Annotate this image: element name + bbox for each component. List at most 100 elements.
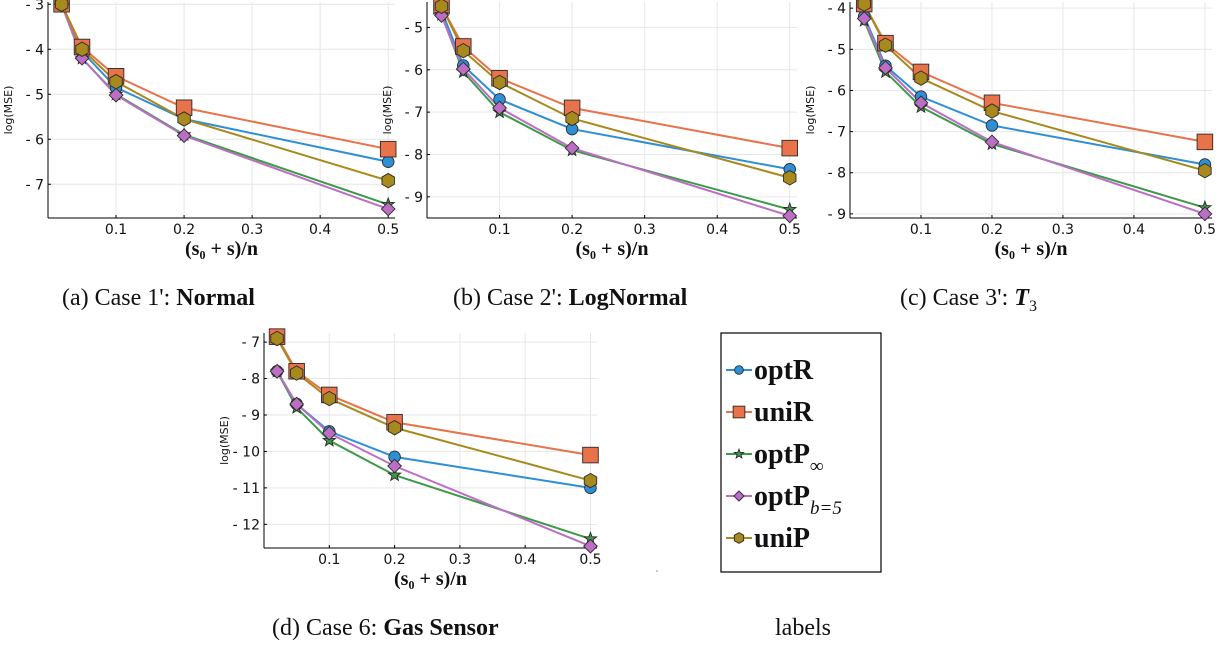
series-line-uniP [863, 3, 1206, 172]
x-tick-label: 0.4 [514, 552, 536, 568]
point-uniP [1198, 162, 1212, 179]
point-uniR [582, 446, 599, 464]
x-axis-label: (s₀ + s)/n [394, 568, 467, 590]
y-tick-label: - 7 [828, 125, 846, 141]
y-tick-label: - 6 [26, 132, 45, 148]
x-axis-label: (s₀ + s)/n [576, 238, 649, 260]
point-uniP [289, 365, 304, 381]
series-line-uniP [276, 337, 591, 482]
point-uniP [565, 110, 579, 127]
point-optR [985, 119, 999, 132]
point-optP_b5 [878, 60, 893, 76]
series-line-optP_b5 [60, 3, 389, 210]
point-uniP [857, 0, 871, 12]
point-uniP [456, 42, 470, 59]
point-optP_b5 [176, 128, 192, 144]
point-optP_b5 [269, 363, 285, 379]
legend-marker [733, 532, 745, 544]
chart-2: 0.1 0.2 0.3 0.4 0.5 - 9 - 8 - 7 - 6 - 5 log(MSE) (s… [381, 0, 801, 260]
y-tick-label: - 10 [233, 444, 260, 460]
caption-legend: labels [775, 615, 831, 641]
point-uniP [322, 390, 336, 407]
legend-marker [733, 490, 745, 502]
y-tick-label: - 5 [828, 42, 846, 58]
x-tick-label: 0.5 [779, 222, 801, 238]
chart-4: 0.1 0.2 0.3 0.4 0.5 - 12 - 11 - 10 - 9 - 8 - 7 log(… [218, 328, 602, 590]
point-optP_b5 [455, 61, 471, 77]
x-tick-label: 0.2 [561, 222, 583, 238]
y-tick-label: - 9 [405, 190, 423, 206]
point-optP_b5 [1197, 206, 1213, 222]
point-optP_b5 [492, 100, 507, 116]
point-optP_b5 [387, 458, 403, 474]
series-line-optP_b5 [863, 18, 1206, 215]
point-optP_b5 [984, 134, 1000, 150]
legend-label: uniR [754, 397, 814, 428]
series-line-optP_inf [60, 3, 389, 206]
point-optP_b5 [564, 140, 580, 156]
y-axis-label: log(MSE) [381, 86, 394, 135]
legend-item-optP_inf: optP∞ [726, 439, 824, 477]
legend: optR uniR optP∞ optPb=5 uniP [720, 332, 882, 573]
point-optP_b5 [321, 425, 337, 441]
y-tick-label: - 7 [242, 335, 260, 351]
x-tick-label: 0.2 [383, 552, 405, 568]
x-tick-label: 0.1 [488, 222, 510, 238]
point-optP_b5 [782, 208, 798, 224]
point-uniP [387, 420, 402, 436]
x-tick-label: 0.4 [309, 222, 331, 238]
y-tick-label: - 7 [405, 105, 423, 121]
legend-item-optR: optR [726, 355, 814, 386]
point-optP_b5 [289, 396, 305, 412]
point-uniP [914, 70, 928, 86]
point-optP_b5 [380, 201, 396, 217]
legend-marker [732, 405, 746, 419]
legend-frame [720, 332, 882, 573]
point-uniR [379, 140, 397, 158]
x-tick-label: 0.3 [241, 222, 263, 238]
x-tick-label: 0.5 [579, 552, 601, 568]
y-axis-label: log(MSE) [218, 416, 231, 465]
point-optP_b5 [434, 8, 449, 23]
y-axis-label: log(MSE) [804, 86, 817, 135]
x-tick-label: 0.3 [634, 222, 656, 238]
x-tick-label: 0.1 [318, 552, 340, 568]
y-tick-label: - 4 [26, 42, 45, 58]
caption-d: (d) Case 6: Gas Sensor [272, 615, 499, 641]
point-uniP [177, 111, 191, 127]
caption-b: (b) Case 2': LogNormal [453, 285, 688, 311]
legend-item-uniR: uniR [726, 397, 814, 428]
point-uniP [109, 73, 123, 90]
point-uniP [878, 37, 893, 53]
x-tick-label: 0.4 [1123, 222, 1145, 238]
y-tick-label: - 9 [242, 408, 260, 424]
y-tick-label: - 5 [405, 20, 423, 36]
legend-label: optR [754, 355, 814, 386]
point-uniP [783, 170, 797, 186]
legend-marker [734, 365, 744, 375]
caption-a: (a) Case 1': Normal [62, 285, 255, 311]
caption-c: (c) Case 3': T3 [900, 285, 1037, 315]
point-optP_b5 [583, 538, 598, 554]
x-tick-label: 0.5 [1194, 222, 1216, 238]
series-line-optR [440, 10, 790, 171]
point-uniR [781, 139, 798, 157]
y-tick-label: - 8 [242, 372, 260, 388]
y-tick-label: - 5 [26, 87, 44, 103]
legend-subscript: ∞ [810, 456, 824, 477]
y-tick-label: - 6 [405, 63, 424, 79]
legend-label: uniP [754, 523, 810, 554]
chart-3: 0.1 0.2 0.3 0.4 0.5 - 9 - 8 - 7 - 6 - 5 - 4 log(MSE… [804, 0, 1216, 260]
legend-label: optPb=5 [754, 481, 842, 519]
legend-item-optP_b5: optPb=5 [726, 481, 842, 519]
x-tick-label: 0.1 [105, 222, 127, 238]
y-tick-label: - 12 [233, 517, 260, 533]
point-optP_b5 [856, 11, 872, 26]
point-uniP [270, 330, 284, 347]
y-tick-label: - 8 [405, 147, 423, 163]
y-tick-label: - 6 [828, 83, 847, 99]
x-tick-label: 0.2 [173, 222, 195, 238]
legend-subscript: b=5 [810, 498, 842, 519]
x-tick-label: 0.5 [377, 222, 399, 238]
